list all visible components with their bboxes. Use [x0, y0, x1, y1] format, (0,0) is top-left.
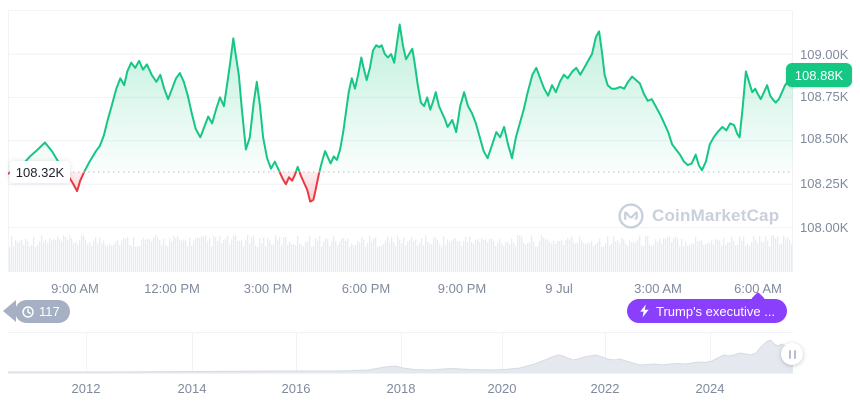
time-axis-tick: 12:00 PM — [144, 281, 200, 296]
lightning-icon — [640, 304, 649, 318]
history-badge-pointer — [3, 300, 16, 322]
volume-bars — [9, 235, 793, 271]
time-axis-tick: 9 Jul — [545, 281, 573, 296]
year-axis-tick: 2018 — [386, 381, 416, 396]
price-axis-tick: 108.00K — [800, 220, 849, 235]
time-axis-tick: 6:00 PM — [341, 281, 391, 296]
price-axis-tick: 108.25K — [800, 176, 849, 191]
year-axis-tick: 2022 — [590, 381, 620, 396]
handle-grip-bar — [788, 349, 791, 359]
range-minimap[interactable] — [8, 332, 794, 374]
time-axis-tick: 3:00 AM — [634, 281, 682, 296]
event-annotation-badge[interactable]: Trump's executive ... — [627, 299, 788, 323]
current-price-badge: 108.88K — [786, 63, 852, 87]
time-axis-tick: 9:00 PM — [437, 281, 487, 296]
price-axis-tick: 108.50K — [800, 131, 849, 146]
year-axis-tick: 2014 — [177, 381, 207, 396]
range-slider-handle[interactable] — [781, 343, 803, 365]
price-series — [8, 23, 793, 203]
time-axis-tick: 9:00 AM — [51, 281, 99, 296]
baseline-price-label: 108.32K — [10, 161, 70, 183]
time-axis-tick: 3:00 PM — [243, 281, 293, 296]
handle-grip-bar — [793, 349, 796, 359]
price-axis-tick: 109.00K — [800, 47, 849, 62]
event-badge-label: Trump's executive ... — [656, 303, 776, 319]
year-axis-tick: 2020 — [487, 381, 517, 396]
history-count: 117 — [39, 304, 60, 319]
time-axis-tick: 6:00 AM — [734, 281, 782, 296]
coinmarketcap-watermark: CoinMarketCap — [618, 203, 779, 229]
year-axis-tick: 2016 — [281, 381, 311, 396]
price-axis-tick: 108.75K — [800, 89, 849, 104]
history-events-badge[interactable]: 117 — [15, 300, 70, 323]
year-axis-tick: 2024 — [695, 381, 725, 396]
watermark-text: CoinMarketCap — [652, 206, 780, 225]
year-axis-tick: 2012 — [71, 381, 101, 396]
coinmarketcap-logo-icon — [618, 203, 644, 229]
history-clock-icon — [22, 305, 34, 318]
